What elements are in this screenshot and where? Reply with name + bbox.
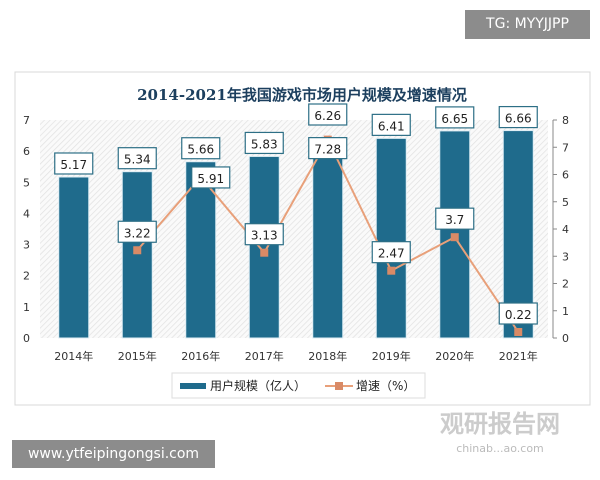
left-tick-label: 7	[23, 114, 30, 127]
bar-data-label: 5.83	[251, 137, 278, 151]
bar-data-label-box	[54, 152, 94, 175]
x-tick-label: 2018年	[308, 349, 347, 363]
left-tick-label: 1	[23, 301, 30, 314]
bar-data-label-box	[435, 106, 475, 129]
x-tick-label: 2015年	[118, 349, 157, 363]
bar-data-label: 6.66	[505, 112, 532, 126]
left-tick-label: 5	[23, 176, 30, 189]
right-tick-label: 4	[562, 223, 569, 236]
legend	[171, 372, 426, 399]
growth-marker	[514, 328, 523, 337]
x-tick-label: 2020年	[435, 349, 474, 363]
bar-data-label: 5.17	[60, 158, 87, 172]
bar-data-label: 6.26	[314, 109, 341, 123]
x-tick-label: 2019年	[372, 349, 411, 363]
line-data-label: 7.28	[314, 143, 341, 157]
growth-marker	[260, 248, 269, 257]
line-data-label: 5.91	[197, 172, 224, 186]
left-tick-label: 6	[23, 145, 30, 158]
x-tick-label: 2021年	[499, 349, 538, 363]
right-tick-label: 2	[562, 278, 569, 291]
legend-bar-swatch	[180, 383, 206, 389]
x-tick-label: 2014年	[54, 349, 93, 363]
line-data-label-box	[371, 241, 411, 264]
growth-marker	[450, 233, 459, 242]
line-data-label: 3.22	[124, 226, 151, 240]
legend-line-label: 增速（%）	[356, 379, 415, 393]
line-data-label-box	[191, 166, 231, 189]
line-data-label: 3.13	[251, 229, 278, 243]
bar-data-label-box	[181, 137, 221, 160]
bar	[248, 155, 280, 339]
line-data-label-box	[244, 223, 284, 246]
bar-data-label: 5.34	[124, 153, 151, 167]
line-data-label-box	[498, 302, 538, 325]
line-data-label: 2.47	[378, 247, 405, 261]
right-tick-label: 3	[562, 250, 569, 263]
left-tick-label: 4	[23, 207, 30, 220]
bar	[375, 137, 407, 339]
right-tick-label: 7	[562, 141, 569, 154]
tg-watermark: TG: MYYJJPP	[465, 10, 590, 39]
bar-data-label: 6.41	[378, 119, 405, 133]
bar-data-label-box	[117, 147, 157, 170]
line-data-label-box	[435, 207, 475, 230]
bar-data-label-box	[308, 103, 348, 126]
growth-marker	[387, 266, 396, 275]
bar-data-label-box	[498, 105, 538, 129]
left-tick-label: 0	[23, 332, 30, 345]
x-tick-label: 2016年	[181, 349, 220, 363]
legend-line-marker	[335, 382, 343, 390]
line-data-label: 3.7	[445, 213, 464, 227]
bar	[312, 142, 344, 339]
line-data-label-box	[308, 137, 348, 160]
left-tick-label: 2	[23, 270, 30, 283]
line-data-label: 0.22	[505, 308, 532, 322]
bar	[58, 176, 90, 339]
right-tick-label: 0	[562, 332, 569, 345]
right-tick-label: 6	[562, 169, 569, 182]
watermark: 观研报告网	[440, 410, 560, 438]
legend-bar-label: 用户规模（亿人）	[210, 378, 306, 393]
bar-data-label: 5.66	[187, 143, 214, 157]
right-tick-label: 5	[562, 196, 569, 209]
url-watermark: www.ytfeipingongsi.com	[12, 440, 215, 468]
line-data-label-box	[117, 220, 157, 243]
bar	[121, 171, 153, 339]
growth-marker	[133, 246, 142, 255]
chart-title: 2014-2021年我国游戏市场用户规模及增速情况	[137, 86, 467, 104]
bar-data-label-box	[244, 131, 284, 155]
watermark-sub: chinab...ao.com	[456, 442, 544, 455]
bar-data-label: 6.65	[441, 112, 468, 126]
right-tick-label: 8	[562, 114, 569, 127]
x-tick-label: 2017年	[245, 349, 284, 363]
left-tick-label: 3	[23, 239, 30, 252]
bar	[185, 161, 217, 339]
bar-data-label-box	[371, 113, 411, 136]
right-tick-label: 1	[562, 305, 569, 318]
